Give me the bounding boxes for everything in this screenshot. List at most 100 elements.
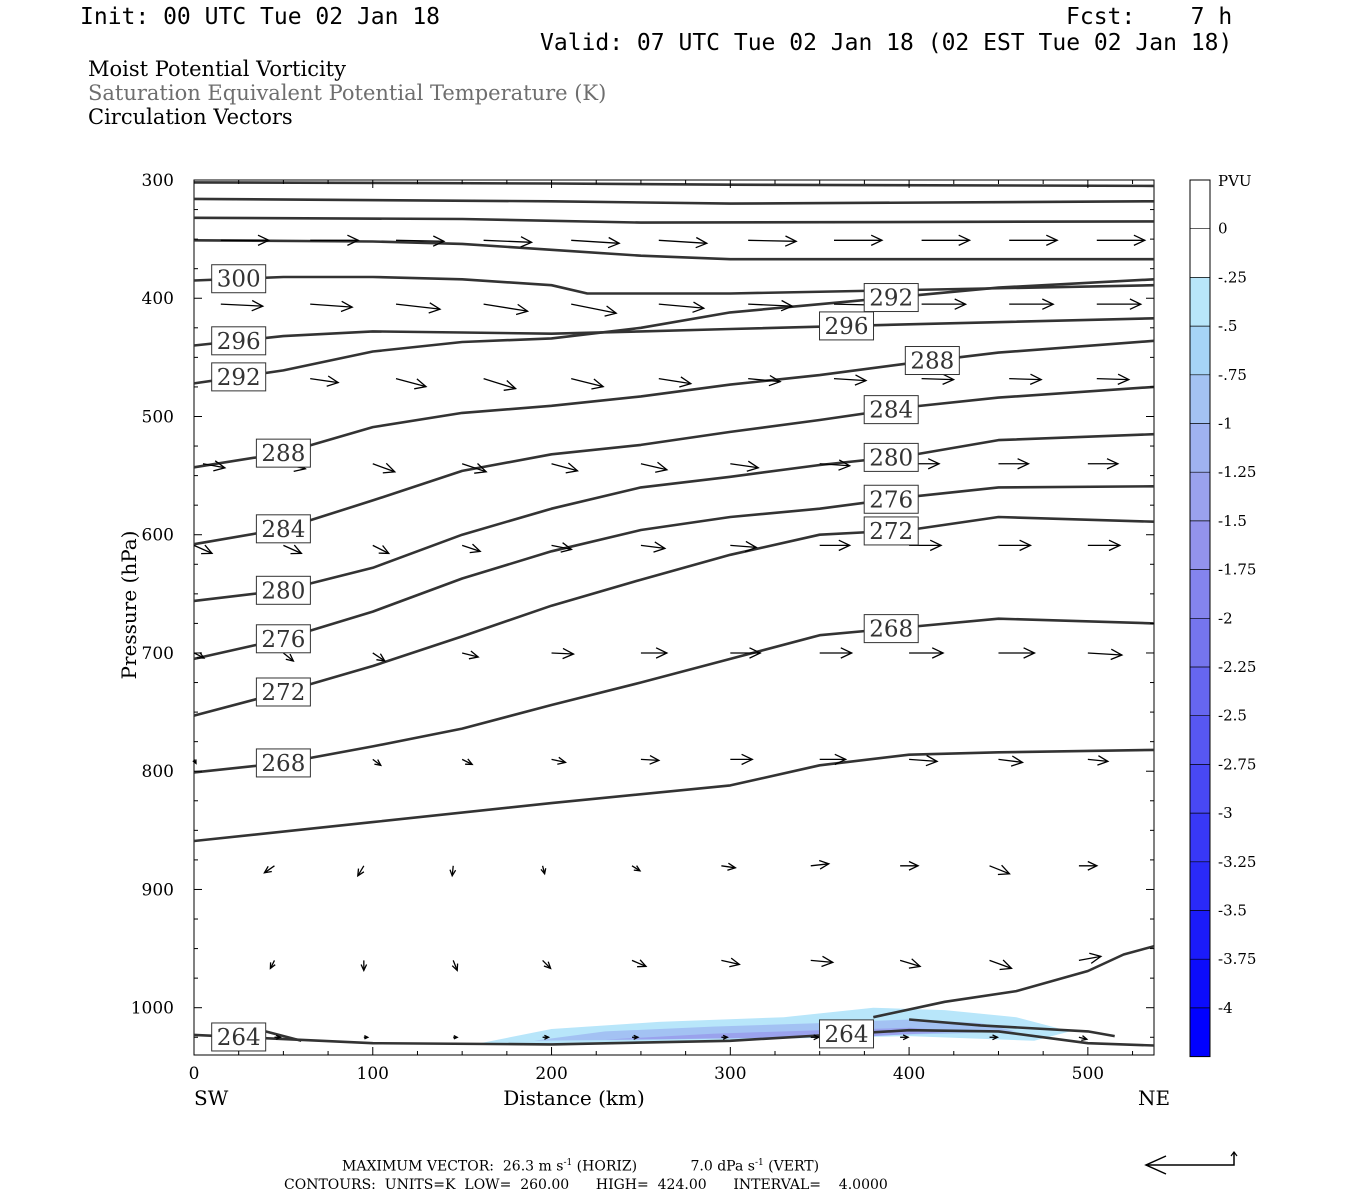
vector-head: [1081, 1035, 1089, 1042]
vector-head: [269, 962, 276, 970]
colorbar-label: -.5: [1218, 317, 1237, 335]
vector-head: [428, 302, 442, 314]
vector-arrow: [220, 299, 265, 312]
vector-head: [784, 235, 798, 247]
vector-shaft: [372, 544, 390, 554]
vector-head: [870, 234, 884, 246]
vector-arrow: [819, 459, 852, 471]
contour-line-8: [193, 385, 1155, 546]
vector-arrow: [819, 539, 852, 552]
vector-head: [780, 299, 794, 312]
vector-arrow: [640, 461, 669, 473]
vector-shaft: [909, 758, 938, 763]
vector-shaft: [193, 544, 213, 554]
y-tick-label: 700: [142, 644, 174, 664]
vector-head: [927, 458, 941, 470]
vector-shaft: [220, 303, 263, 307]
vector-arrow: [1087, 755, 1110, 766]
x-tick-label: 100: [357, 1064, 389, 1084]
vector-arrow: [372, 758, 383, 767]
contour-label-box: [863, 395, 919, 425]
vector-arrow: [193, 652, 206, 659]
vector-arrow: [748, 374, 782, 387]
vector-arrow: [900, 1034, 910, 1041]
vector-shaft: [833, 377, 867, 382]
vector-arrow: [819, 647, 854, 659]
vector-head: [360, 964, 368, 972]
vector-shaft: [461, 758, 473, 765]
vector-head: [929, 539, 943, 552]
vector-head: [653, 541, 667, 553]
vector-head: [821, 955, 835, 968]
colorbar-label: -1: [1218, 415, 1233, 433]
vector-shaft: [1087, 758, 1108, 763]
vector-shaft: [748, 303, 793, 307]
vector-arrow: [810, 859, 831, 870]
vector-shaft: [658, 303, 704, 309]
vector-head: [469, 543, 482, 554]
colorbar-label: 0: [1218, 220, 1228, 238]
vector-arrow: [989, 864, 1011, 876]
vector-shaft: [282, 652, 294, 662]
vector-arrow: [363, 1035, 370, 1040]
vector-head: [562, 647, 576, 660]
colorbar-swatch: [1190, 277, 1210, 327]
vector-arrow: [721, 1034, 729, 1040]
colorbar-label: -1.75: [1218, 561, 1256, 579]
y-tick-label: 400: [142, 289, 174, 309]
colorbar-swatch: [1190, 861, 1210, 911]
vector-arrow: [1009, 298, 1055, 310]
vector-shaft: [452, 960, 458, 971]
contour-label: 268: [261, 751, 305, 777]
vector-arrow: [360, 960, 368, 972]
vector-shaft: [483, 239, 532, 243]
x-tick-label: 400: [893, 1064, 925, 1084]
vector-head: [263, 865, 272, 874]
vector-arrow: [921, 298, 968, 310]
vector-arrow: [631, 959, 648, 968]
circulation-vectors: [192, 234, 1147, 1042]
vector-head: [257, 234, 271, 246]
vector-head: [451, 963, 459, 972]
vector-shaft: [372, 652, 386, 662]
vector-head: [1108, 539, 1122, 552]
y-tick-label: 300: [142, 171, 174, 191]
vector-shaft: [551, 463, 578, 472]
vector-shaft: [571, 303, 617, 314]
colorbar-swatch: [1190, 1007, 1210, 1057]
vector-shaft: [631, 865, 641, 872]
colorbar-label: -2.5: [1218, 707, 1247, 725]
vector-head: [201, 544, 214, 555]
vector-arrow: [748, 299, 794, 312]
colorbar-label: -2: [1218, 609, 1233, 627]
vector-arrow: [998, 755, 1025, 767]
vector-head: [813, 1034, 821, 1041]
vector-shaft: [989, 959, 1012, 970]
contour-label: 272: [261, 680, 305, 706]
vector-head: [854, 374, 868, 386]
vector-head: [840, 647, 854, 659]
contour-line-3: [193, 239, 1154, 261]
contour-label-box: [863, 283, 919, 313]
vector-head: [729, 957, 741, 968]
vector-arrow: [1009, 373, 1043, 385]
colorbar-swatch: [1190, 959, 1210, 1008]
vector-head: [958, 234, 972, 246]
vector-arrow: [193, 544, 214, 555]
vector-head: [357, 868, 365, 878]
y-tick-label: 600: [142, 526, 174, 546]
vector-shaft: [921, 377, 954, 381]
contour-labels: 3002962962922922882882842842802802762762…: [211, 264, 960, 1052]
vector-arrow: [631, 1034, 640, 1040]
colorbar-swatch: [1190, 423, 1210, 473]
vector-head: [1110, 648, 1124, 661]
vector-arrow: [909, 647, 945, 659]
vector-arrow: [1087, 458, 1120, 470]
contour-line-12: [193, 617, 1155, 774]
vector-head: [818, 859, 831, 870]
vector-head: [449, 869, 457, 878]
contour-label-box: [819, 1019, 875, 1049]
vector-arrow: [640, 647, 669, 659]
contour-label: 300: [217, 267, 261, 293]
